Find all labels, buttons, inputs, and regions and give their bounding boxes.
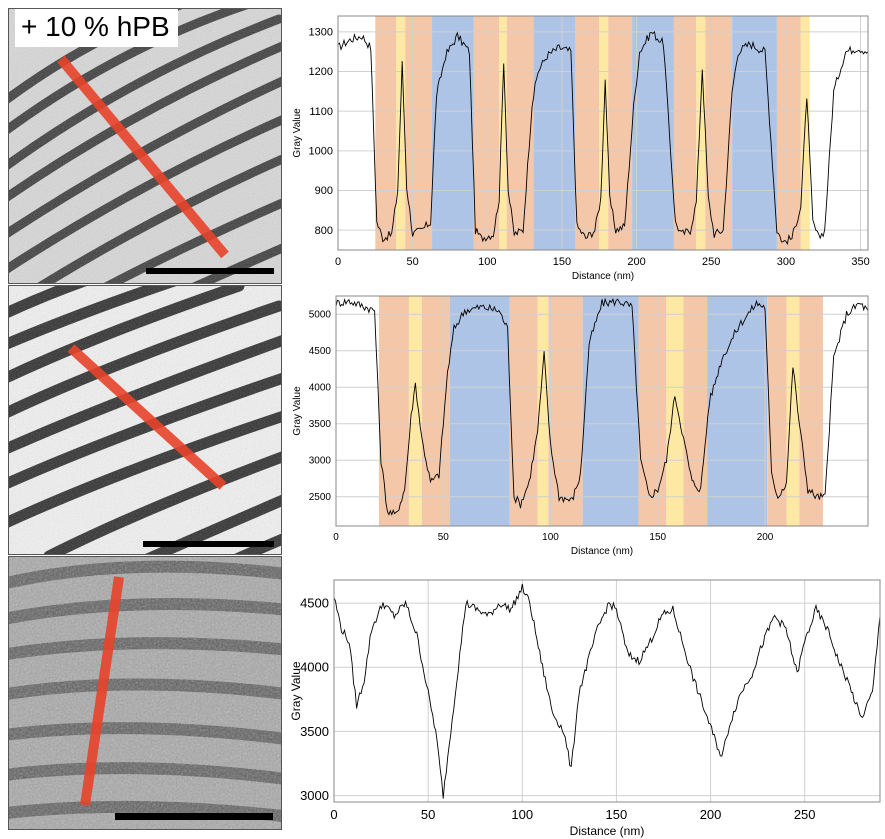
region-orange [767, 296, 787, 526]
region-orange [506, 16, 534, 250]
y-tick-label: 3000 [309, 456, 332, 467]
y-tick-label: 1100 [309, 106, 333, 118]
region-orange [405, 16, 433, 250]
y-axis-label: Gray Value [289, 661, 303, 720]
y-tick-label: 4000 [300, 660, 329, 675]
region-yellow [786, 296, 800, 526]
x-tick-label: 150 [553, 256, 571, 268]
x-axis-label: Distance (nm) [571, 546, 633, 556]
scan-line-1 [57, 55, 229, 259]
plot-frame [337, 15, 869, 251]
x-tick-label: 50 [438, 532, 450, 543]
region-blue [432, 16, 474, 250]
region-yellow [666, 296, 684, 526]
x-tick-label: 0 [330, 807, 337, 822]
x-tick-label: 250 [702, 256, 720, 268]
x-tick-label: 50 [421, 807, 435, 822]
scan-line-2 [67, 344, 227, 490]
x-tick-label: 0 [333, 532, 339, 543]
tem-image-1: + 10 % hPB [8, 8, 282, 284]
x-axis-label: Distance (nm) [570, 824, 645, 838]
profile-chart-2: 0 50 100 150 200 2500 3000 3500 4000 4500 5000 Dist… [288, 288, 878, 556]
x-tick-label: 150 [649, 532, 666, 543]
region-blue [449, 296, 510, 526]
x-tick-label: 150 [606, 807, 628, 822]
x-tick-label: 350 [851, 256, 869, 268]
x-tick-label: 200 [627, 256, 645, 268]
region-blue [632, 16, 674, 250]
region-orange [683, 296, 708, 526]
region-yellow [499, 16, 507, 250]
y-tick-label: 3000 [300, 788, 329, 803]
x-axis-label: Distance (nm) [572, 271, 634, 282]
region-yellow [696, 16, 706, 250]
y-axis-label: Gray Value [292, 108, 303, 158]
region-orange [575, 16, 600, 250]
x-tick-label: 100 [511, 807, 533, 822]
y-tick-label: 800 [315, 225, 333, 237]
region-orange [473, 16, 500, 250]
y-tick-label: 4500 [300, 595, 329, 610]
x-tick-label: 200 [700, 807, 722, 822]
region-blue [533, 16, 576, 250]
region-orange [421, 296, 450, 526]
region-orange [673, 16, 697, 250]
profile-line [335, 297, 869, 516]
y-tick-label: 4000 [309, 383, 332, 394]
tem-image-3 [8, 556, 282, 830]
profile-line [337, 31, 869, 246]
plot-frame [333, 579, 881, 803]
region-yellow [408, 296, 422, 526]
region-blue [582, 296, 639, 526]
scan-line-3 [80, 576, 124, 806]
tem-image-2 [8, 285, 282, 555]
region-blue [732, 16, 777, 250]
region-yellow [537, 296, 549, 526]
y-tick-label: 1300 [309, 27, 333, 39]
scale-bar-2 [143, 541, 274, 547]
region-yellow [800, 16, 810, 250]
region-orange [375, 16, 397, 250]
region-yellow [396, 16, 406, 250]
scale-bar-3 [115, 813, 273, 820]
y-axis-label: Gray Value [292, 386, 303, 436]
region-blue [707, 296, 768, 526]
y-tick-label: 900 [315, 185, 333, 197]
panel-label: + 10 % hPB [15, 9, 178, 47]
x-tick-label: 200 [757, 532, 774, 543]
x-tick-label: 250 [794, 807, 816, 822]
region-orange [776, 16, 801, 250]
x-tick-label: 100 [478, 256, 496, 268]
region-orange [509, 296, 538, 526]
region-orange [608, 16, 633, 250]
region-orange [705, 16, 733, 250]
y-tick-label: 2500 [309, 492, 332, 503]
plot-frame [335, 295, 869, 527]
x-tick-label: 100 [542, 532, 559, 543]
plot-area [334, 580, 880, 802]
y-tick-label: 1200 [309, 66, 333, 78]
x-tick-label: 300 [777, 256, 795, 268]
y-tick-label: 1000 [309, 146, 333, 158]
x-tick-label: 50 [407, 256, 419, 268]
profile-chart-1: 0 50 100 150 200 250 300 350 800 900 1000 1100 1200 1… [288, 8, 878, 284]
y-tick-label: 3500 [300, 724, 329, 739]
region-orange [638, 296, 667, 526]
profile-chart-3: 0 50 100 150 200 250 3000 3500 4000 4500 Distance … [288, 566, 885, 839]
x-tick-label: 0 [335, 256, 341, 268]
profile-line [333, 583, 881, 799]
y-tick-label: 4500 [309, 346, 332, 357]
y-tick-label: 3500 [309, 419, 332, 430]
region-orange [548, 296, 583, 526]
region-orange [378, 296, 409, 526]
y-tick-label: 5000 [309, 310, 332, 321]
scale-bar-1 [146, 268, 274, 274]
